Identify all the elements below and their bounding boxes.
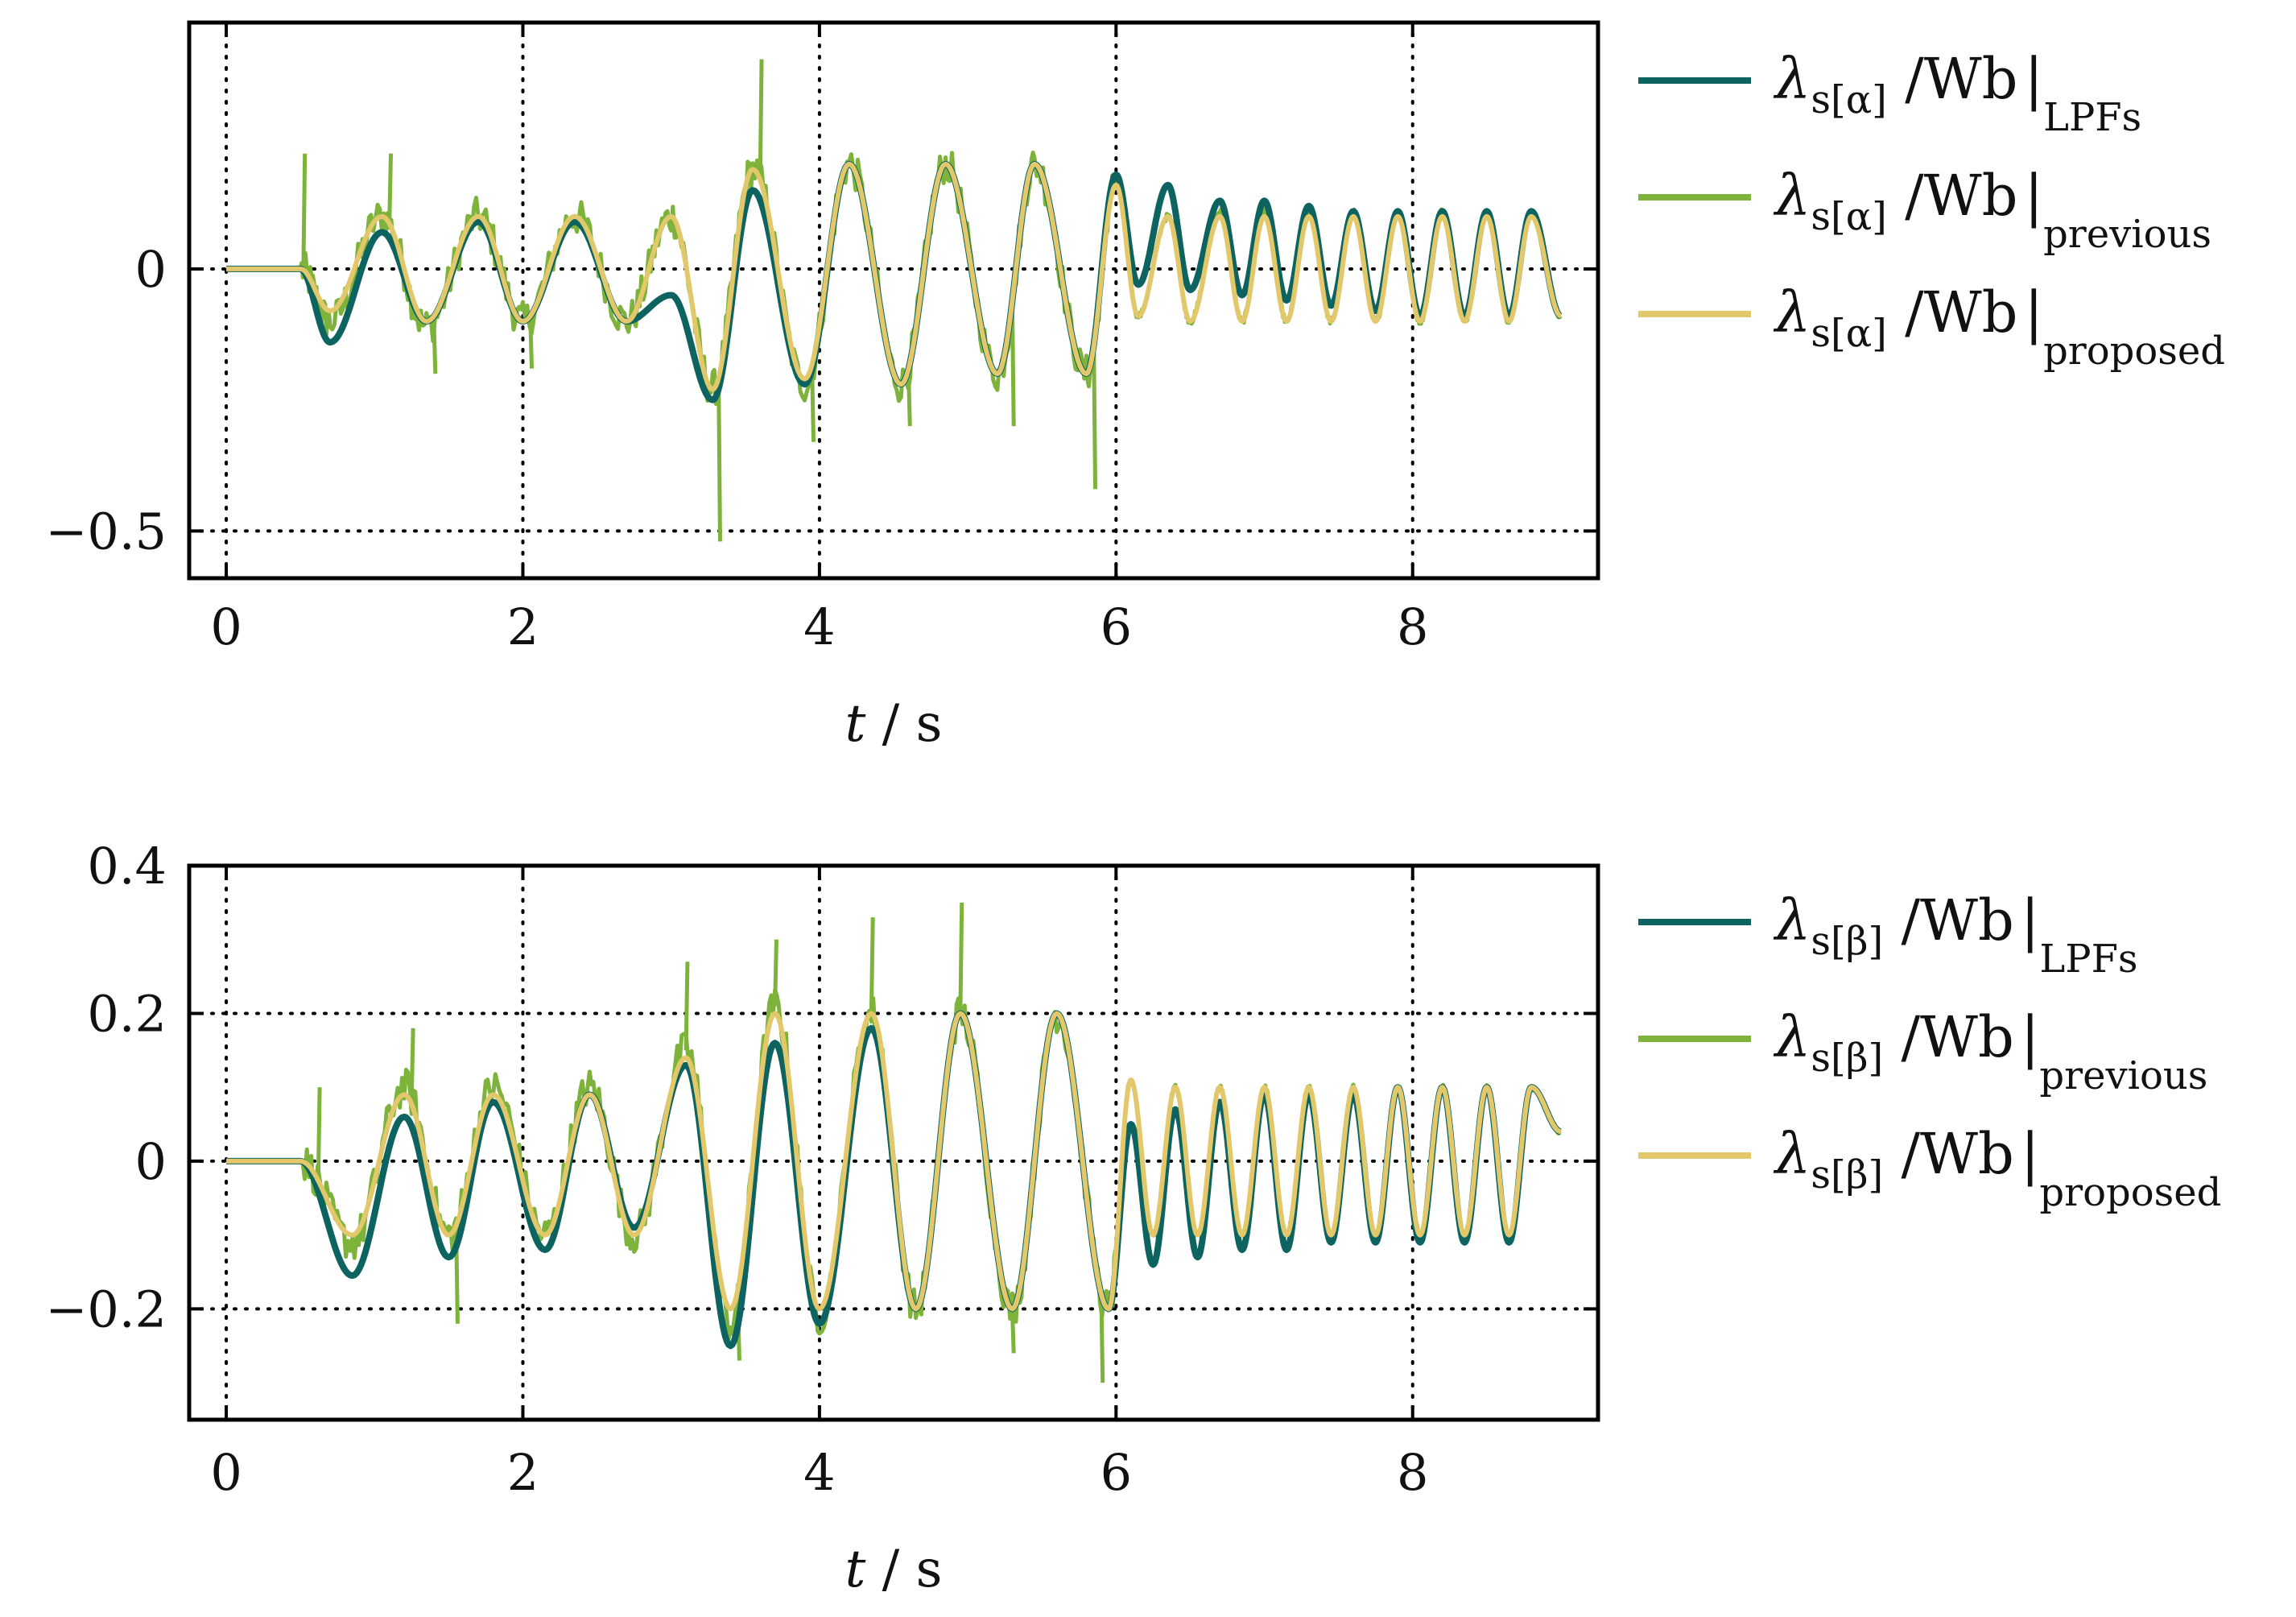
series-spike-previous xyxy=(716,378,722,542)
legend-symbol: λ xyxy=(1773,1121,1811,1187)
legend-bar: | xyxy=(2021,887,2040,953)
legend-condition: proposed xyxy=(2043,329,2225,374)
x-tick-label: 0 xyxy=(210,598,242,656)
legend-condition: previous xyxy=(2039,1053,2207,1098)
series-spike-previous xyxy=(958,902,964,1014)
series-spike-previous xyxy=(432,321,438,374)
legend-unit: /Wb xyxy=(1883,887,2014,953)
legend-symbol: λ xyxy=(1773,46,1811,112)
series-spike-previous xyxy=(773,939,778,1007)
legend-label: λs[α] /Wb |proposed xyxy=(1773,279,2225,374)
legend-symbol: λ xyxy=(1773,163,1811,229)
series-spike-previous xyxy=(316,1087,322,1183)
y-tick-label: −0.5 xyxy=(45,502,167,560)
series-spike-previous xyxy=(810,369,816,442)
series-spike-previous xyxy=(1010,1309,1016,1354)
legend-label: λs[β] /Wb |LPFs xyxy=(1773,887,2138,982)
x-tick-label: 2 xyxy=(507,598,539,656)
plot-area xyxy=(225,59,1563,542)
x-axis-label-var: t xyxy=(845,1540,866,1599)
series-spike-previous xyxy=(528,316,535,369)
legend-bar: | xyxy=(2024,46,2043,112)
series-line-lpfs xyxy=(225,160,1563,403)
legend-unit: /Wb xyxy=(1887,163,2018,229)
legend-bar: | xyxy=(2021,1004,2040,1070)
legend-item-previous: λs[α] /Wb |previous xyxy=(1638,163,2211,257)
legend-item-previous: λs[β] /Wb |previous xyxy=(1638,1004,2207,1098)
legend-condition: LPFs xyxy=(2043,95,2141,140)
legend-symbol: λ xyxy=(1773,279,1811,345)
x-axis-label: t / s xyxy=(845,694,943,754)
legend-unit: /Wb xyxy=(1887,46,2018,112)
x-axis-label: t / s xyxy=(845,1540,943,1599)
series-line-proposed xyxy=(226,161,1563,392)
legend-condition: LPFs xyxy=(2039,937,2137,982)
legend-label: λs[α] /Wb |LPFs xyxy=(1773,46,2141,140)
series-spike-previous xyxy=(301,153,308,271)
series-spike-previous xyxy=(683,962,690,1051)
x-tick-label: 4 xyxy=(803,598,835,656)
series-spike-previous xyxy=(1092,345,1098,490)
legend-subscript: s[α] xyxy=(1811,194,1887,239)
y-tick-label: 0.2 xyxy=(87,984,167,1043)
legend-subscript: s[α] xyxy=(1811,77,1887,122)
series-spike-previous xyxy=(409,1028,415,1098)
axes-frame xyxy=(187,863,1600,1422)
legend-subscript: s[β] xyxy=(1811,1152,1883,1197)
x-tick-label: 8 xyxy=(1397,598,1428,656)
x-tick-label: 4 xyxy=(803,1443,835,1502)
series-spike-previous xyxy=(869,917,875,1014)
y-tick-label: 0 xyxy=(135,1132,167,1191)
legend-condition: proposed xyxy=(2039,1170,2221,1215)
legend-bar: | xyxy=(2024,163,2043,229)
x-tick-label: 6 xyxy=(1101,598,1132,656)
legend-label: λs[α] /Wb |previous xyxy=(1773,163,2211,257)
legend-subscript: s[β] xyxy=(1811,1036,1883,1081)
y-tick-label: 0 xyxy=(135,240,167,299)
x-axis-label-unit: s xyxy=(916,694,943,754)
x-tick-label: 8 xyxy=(1397,1443,1428,1502)
chart-2: 0 2 4 6 8−0.200.20.4t / sλs[β] /Wb |LPFsλs[β]… xyxy=(45,837,2221,1599)
x-tick-label: 6 xyxy=(1101,1443,1132,1502)
legend-subscript: s[β] xyxy=(1811,919,1883,964)
x-axis-label-var: t xyxy=(845,694,866,754)
legend-bar: | xyxy=(2021,1121,2040,1187)
legend-item-lpfs: λs[α] /Wb |LPFs xyxy=(1638,46,2141,140)
legend-unit: /Wb xyxy=(1883,1121,2014,1187)
plot-area xyxy=(225,902,1563,1383)
legend-symbol: λ xyxy=(1773,1004,1811,1070)
series-spike-previous xyxy=(387,153,394,225)
x-tick-label: 2 xyxy=(507,1443,539,1502)
legend-label: λs[β] /Wb |proposed xyxy=(1773,1121,2221,1215)
y-tick-label: 0.4 xyxy=(87,837,167,895)
x-axis-label-sep: / xyxy=(865,694,915,754)
x-axis-label-unit: s xyxy=(916,1540,943,1599)
legend-item-proposed: λs[α] /Wb |proposed xyxy=(1638,279,2225,374)
legend-item-proposed: λs[β] /Wb |proposed xyxy=(1638,1121,2221,1215)
legend-label: λs[β] /Wb |previous xyxy=(1773,1004,2207,1098)
series-line-proposed xyxy=(226,1011,1563,1312)
series-spike-previous xyxy=(758,59,764,180)
legend-bar: | xyxy=(2024,279,2043,345)
x-tick-label: 0 xyxy=(210,1443,242,1502)
legend-unit: /Wb xyxy=(1883,1004,2014,1070)
legend-unit: /Wb xyxy=(1887,279,2018,345)
axes-frame xyxy=(187,20,1600,581)
y-tick-label: −0.2 xyxy=(45,1280,167,1338)
legend-subscript: s[α] xyxy=(1811,311,1887,356)
series-spike-previous xyxy=(1099,1294,1105,1383)
legend-symbol: λ xyxy=(1773,887,1811,953)
x-axis-label-sep: / xyxy=(865,1540,915,1599)
legend-condition: previous xyxy=(2043,212,2211,257)
legend-item-lpfs: λs[β] /Wb |LPFs xyxy=(1638,887,2138,982)
